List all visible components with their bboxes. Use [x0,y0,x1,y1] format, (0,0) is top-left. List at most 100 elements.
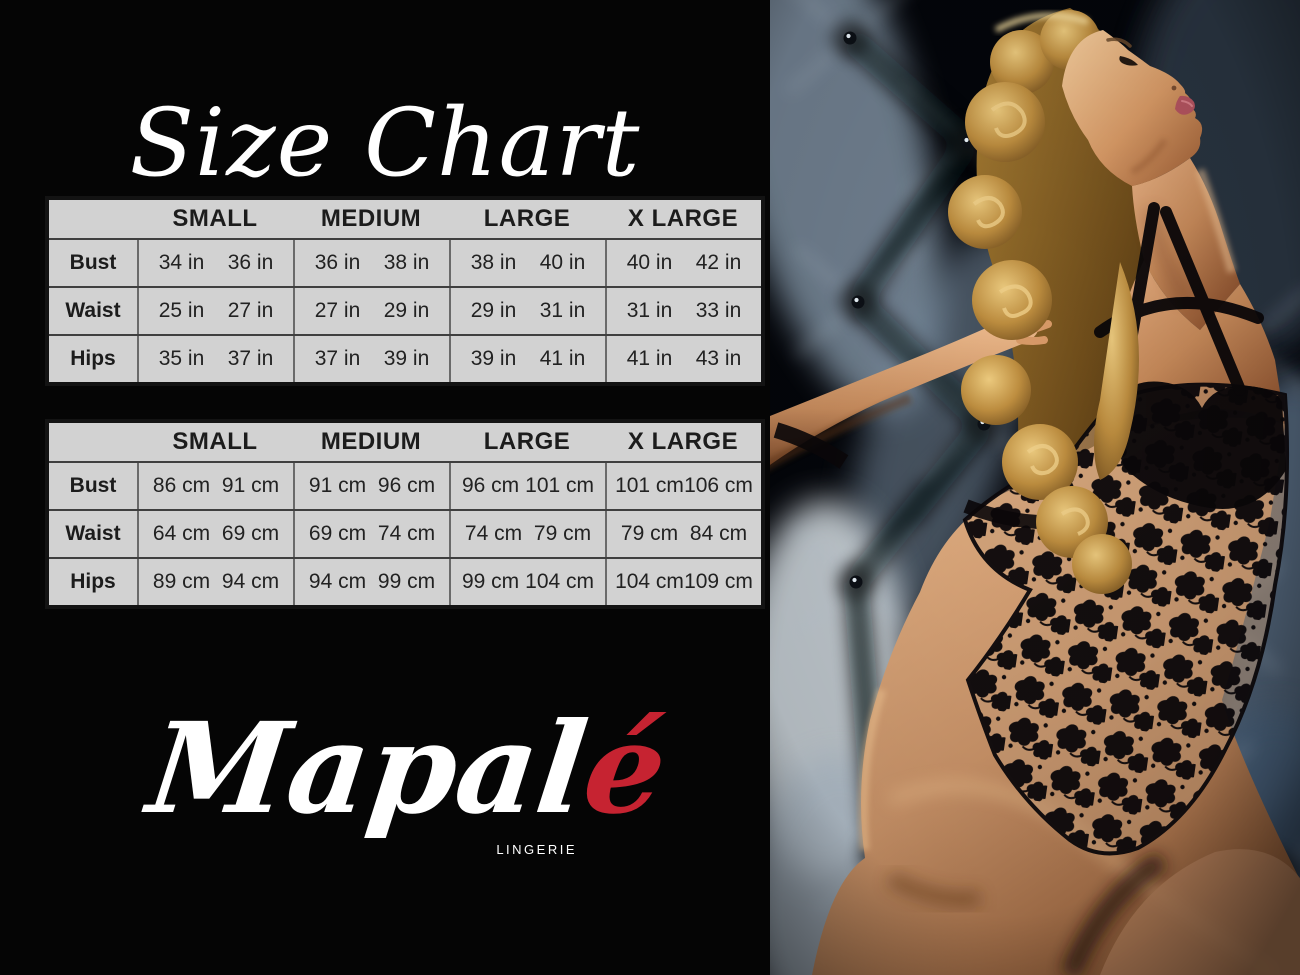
size-value: 69 cm [308,522,367,545]
size-value-cell: 101 cm 106 cm [605,463,761,509]
size-value-cell: 64 cm 69 cm [137,511,293,557]
size-table-inches: SMALL MEDIUM LARGE X LARGE Bust 34 in 36… [45,196,765,386]
size-value-cell: 41 in 43 in [605,336,761,382]
size-value: 104 cm [525,570,595,593]
size-value: 39 in [383,347,430,370]
size-value: 31 in [539,299,586,322]
size-value: 96 cm [377,474,436,497]
size-header-small: SMALL [172,428,258,455]
size-header-medium: MEDIUM [320,205,422,232]
size-value-cell: 29 in 31 in [449,288,605,334]
size-value: 40 in [626,251,673,274]
size-value-cell: 79 cm 84 cm [605,511,761,557]
size-value: 27 in [314,299,361,322]
size-value: 101 cm [615,474,684,497]
logo-main-text: Mapal [141,696,595,842]
size-table-centimeters: SMALL MEDIUM LARGE X LARGE Bust 86 cm 91… [45,419,765,609]
size-value: 79 cm [533,522,592,545]
size-value: 40 in [539,251,586,274]
size-value: 94 cm [308,570,367,593]
size-value: 27 in [227,299,274,322]
size-header-large: LARGE [483,428,571,455]
size-value: 39 in [470,347,517,370]
page-title: Size Chart [129,88,641,198]
size-value: 69 cm [221,522,280,545]
size-value-cell: 94 cm 99 cm [293,559,449,605]
size-value-cell: 39 in 41 in [449,336,605,382]
size-value: 38 in [470,251,517,274]
size-value: 99 cm [377,570,436,593]
size-value-cell: 40 in 42 in [605,240,761,286]
size-value: 91 cm [308,474,367,497]
size-header-large: LARGE [483,205,571,232]
brand-tagline: LINGERIE [496,841,577,857]
model-photo-illustration [770,0,1300,975]
size-value-cell: 35 in 37 in [137,336,293,382]
size-value: 41 in [626,347,673,370]
size-value-cell: 25 in 27 in [137,288,293,334]
size-value: 34 in [158,251,205,274]
size-header-xlarge: X LARGE [627,205,739,232]
size-value: 41 in [539,347,586,370]
size-value: 36 in [227,251,274,274]
row-waist-inches: Waist 25 in 27 in 27 in 29 in 29 in 31 i… [49,286,761,334]
size-value: 96 cm [461,474,520,497]
logo-accent-letter: é [576,696,674,842]
size-value-cell: 27 in 29 in [293,288,449,334]
size-value-cell: 104 cm 109 cm [605,559,761,605]
size-header-medium: MEDIUM [320,428,422,455]
size-value-cell: 37 in 39 in [293,336,449,382]
size-value-cell: 89 cm 94 cm [137,559,293,605]
size-value: 109 cm [684,570,753,593]
size-value: 38 in [383,251,430,274]
size-value: 42 in [695,251,742,274]
row-label-waist: Waist [65,299,121,322]
size-header-xlarge: X LARGE [627,428,739,455]
brand-logo-script: Mapalé [141,696,674,842]
size-value: 74 cm [377,522,436,545]
size-value-cell: 99 cm 104 cm [449,559,605,605]
brand-logo: Mapalé LINGERIE [141,696,674,857]
photo-vignette [770,0,1300,975]
size-value: 43 in [695,347,742,370]
size-value: 91 cm [221,474,280,497]
row-waist-cm: Waist 64 cm 69 cm 69 cm 74 cm 74 cm 79 c… [49,509,761,557]
size-value: 74 cm [464,522,523,545]
size-value: 106 cm [684,474,753,497]
size-value-cell: 91 cm 96 cm [293,463,449,509]
size-value: 79 cm [620,522,679,545]
size-value: 101 cm [525,474,595,497]
size-value: 64 cm [152,522,211,545]
size-value-cell: 34 in 36 in [137,240,293,286]
size-value: 37 in [314,347,361,370]
size-table-header: SMALL MEDIUM LARGE X LARGE [49,200,761,238]
size-value-cell: 38 in 40 in [449,240,605,286]
row-hips-inches: Hips 35 in 37 in 37 in 39 in 39 in 41 in… [49,334,761,382]
size-value: 37 in [227,347,274,370]
row-label-bust: Bust [69,474,117,497]
row-bust-cm: Bust 86 cm 91 cm 91 cm 96 cm 96 cm 101 c… [49,461,761,509]
row-label-hips: Hips [70,347,116,370]
row-label-waist: Waist [65,522,121,545]
size-value: 33 in [695,299,742,322]
size-value: 36 in [314,251,361,274]
size-value: 25 in [158,299,205,322]
row-label-bust: Bust [69,251,117,274]
size-value-cell: 86 cm 91 cm [137,463,293,509]
row-label-hips: Hips [70,570,116,593]
size-value-cell: 31 in 33 in [605,288,761,334]
size-value-cell: 69 cm 74 cm [293,511,449,557]
size-value: 99 cm [461,570,520,593]
row-hips-cm: Hips 89 cm 94 cm 94 cm 99 cm 99 cm 104 c… [49,557,761,605]
size-value: 86 cm [152,474,211,497]
size-value: 29 in [383,299,430,322]
size-value: 94 cm [221,570,280,593]
size-header-small: SMALL [172,205,258,232]
size-value: 84 cm [689,522,748,545]
row-bust-inches: Bust 34 in 36 in 36 in 38 in 38 in 40 in… [49,238,761,286]
size-value: 89 cm [152,570,211,593]
size-value: 35 in [158,347,205,370]
size-value-cell: 36 in 38 in [293,240,449,286]
model-photo [770,0,1300,975]
